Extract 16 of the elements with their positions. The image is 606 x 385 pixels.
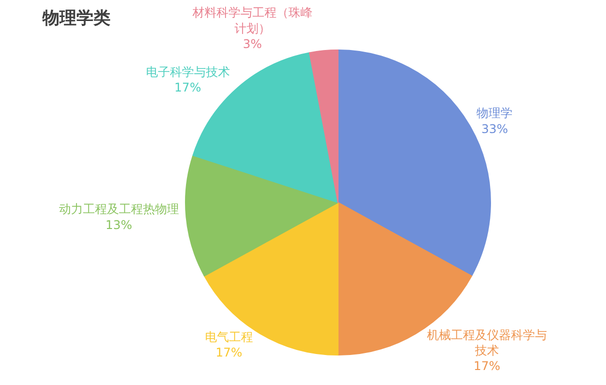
data-label: 17% [474,359,500,374]
pie-slice [308,50,338,203]
pie-slice [185,154,338,276]
slice-label: 电气工程 [204,330,253,344]
slice-label: 机械工程及仪器科学与技术 [426,328,547,358]
slice-label: 材料科学与工程（珠峰计划） [191,6,312,36]
data-label: 13% [105,218,132,232]
data-label: 3% [242,36,262,51]
chart-title: 物理学类 [41,8,110,28]
data-label: 33% [481,122,508,136]
data-label: 17% [174,80,202,95]
slice-label: 动力工程及工程热物理 [58,202,179,216]
data-label: 17% [216,346,242,360]
slice-label: 电子科学与技术 [146,64,230,79]
pie-slice [204,202,338,356]
slice-label: 物理学 [476,106,513,120]
